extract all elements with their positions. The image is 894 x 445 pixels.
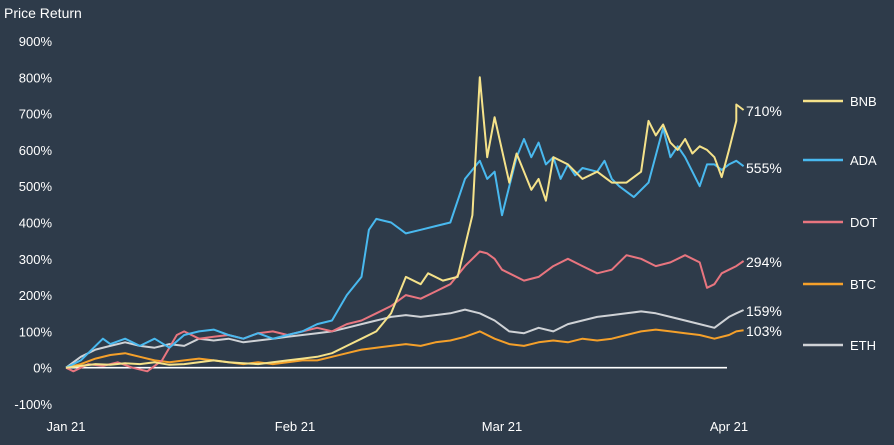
series-line-ada (65, 127, 745, 369)
end-label-eth: 159% (746, 303, 782, 319)
end-label-bnb: 710% (746, 103, 782, 119)
legend-item-dot: DOT (803, 215, 878, 230)
x-tick-label: Apr 21 (710, 419, 748, 434)
legend-label: DOT (850, 215, 878, 230)
y-tick-label: 700% (19, 107, 53, 122)
y-tick-label: 300% (19, 252, 53, 267)
end-label-dot: 294% (746, 254, 782, 270)
series-line-bnb (65, 76, 745, 369)
x-tick-label: Mar 21 (482, 419, 522, 434)
series-line-eth (65, 308, 745, 369)
x-axis-ticks: Jan 21 Feb 21 Mar 21 Apr 21 (46, 419, 748, 434)
legend-item-ada: ADA (803, 153, 877, 168)
y-tick-label: 400% (19, 216, 53, 231)
legend-label: BNB (850, 94, 877, 109)
y-axis-ticks: -100% 0% 100% 200% 300% 400% 500% 600% 700% 800% 9… (14, 34, 52, 412)
legend-item-eth: ETH (803, 338, 876, 353)
series-lines (65, 76, 745, 373)
legend-item-btc: BTC (803, 277, 876, 292)
end-value-labels: 710% 555% 294% 103% 159% (746, 103, 782, 339)
y-tick-label: 600% (19, 143, 53, 158)
legend-label: BTC (850, 277, 876, 292)
legend: BNB ADA DOT BTC ETH (803, 94, 878, 353)
legend-item-bnb: BNB (803, 94, 877, 109)
end-label-ada: 555% (746, 160, 782, 176)
y-tick-label: 100% (19, 324, 53, 339)
x-tick-label: Jan 21 (46, 419, 85, 434)
y-tick-label: -100% (14, 397, 52, 412)
y-tick-label: 500% (19, 179, 53, 194)
y-tick-label: 200% (19, 288, 53, 303)
y-tick-label: 800% (19, 70, 53, 85)
legend-label: ETH (850, 338, 876, 353)
x-tick-label: Feb 21 (275, 419, 315, 434)
y-tick-label: 0% (33, 361, 52, 376)
y-tick-label: 900% (19, 34, 53, 49)
series-line-btc (65, 328, 744, 369)
series-line-dot (65, 250, 745, 373)
legend-label: ADA (850, 153, 877, 168)
y-axis-title: Price Return (4, 5, 82, 21)
end-label-btc: 103% (746, 323, 782, 339)
